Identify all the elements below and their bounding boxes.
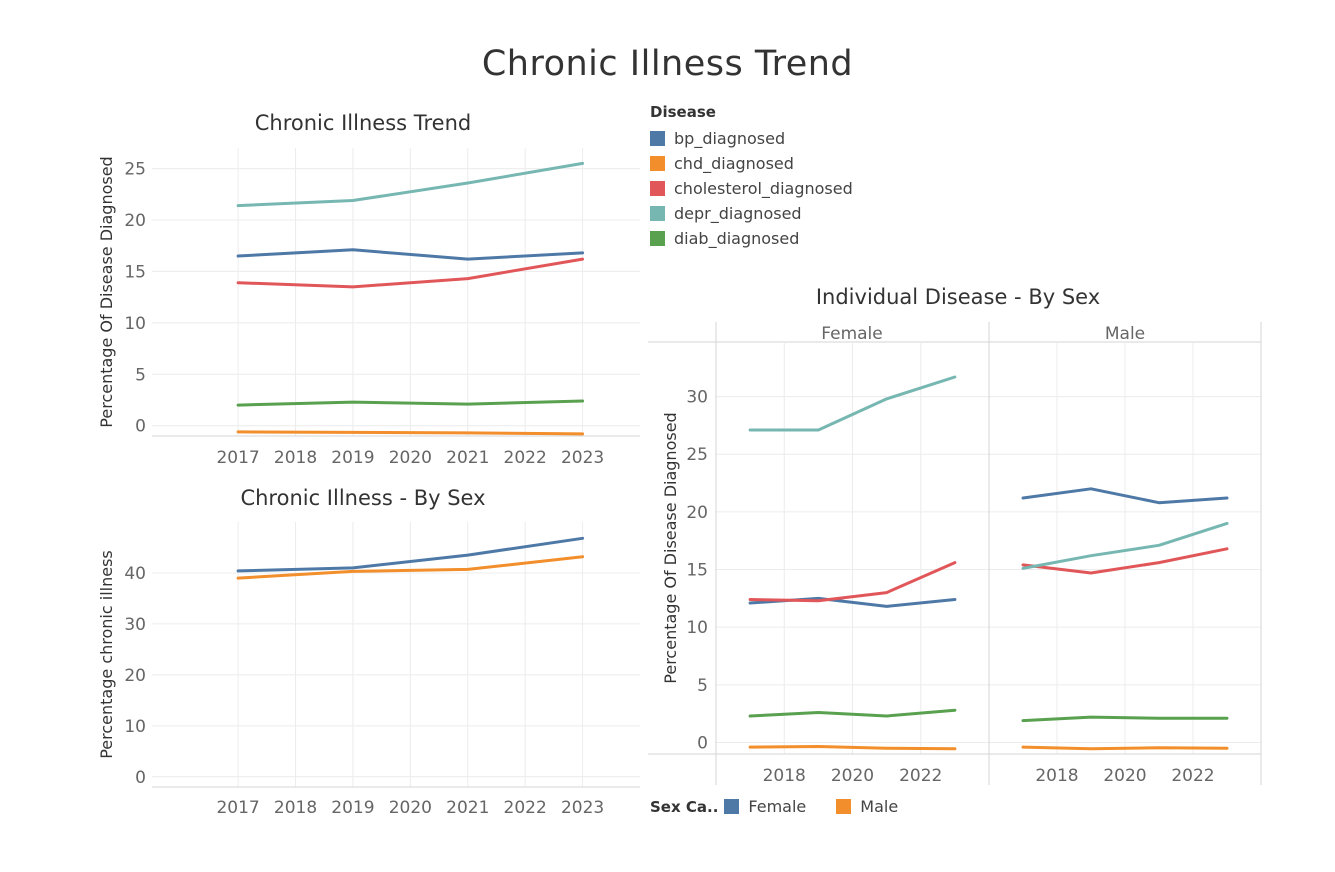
chart-trend: Chronic Illness Trend 0 5 10 15 20 25 2017 2018 2… bbox=[97, 111, 640, 468]
legend-label: diab_diagnosed bbox=[674, 229, 800, 248]
dashboard-title: Chronic Illness Trend bbox=[481, 44, 854, 84]
y-tick-label: 10 bbox=[124, 717, 146, 737]
x-tick-label: 2020 bbox=[831, 766, 874, 786]
series-line-chd_diagnosed-male bbox=[1021, 745, 1229, 751]
y-tick-label: 15 bbox=[686, 561, 708, 581]
y-tick-label: 20 bbox=[124, 666, 146, 686]
y-tick-label: 30 bbox=[124, 615, 146, 635]
series-line-chd_diagnosed bbox=[236, 430, 585, 436]
y-tick-label: 20 bbox=[124, 211, 146, 231]
x-tick-label: 2022 bbox=[504, 798, 547, 818]
series-line-cholesterol_diagnosed-female bbox=[748, 561, 957, 603]
y-tick-label: 40 bbox=[124, 564, 146, 584]
x-tick-label: 2020 bbox=[1103, 766, 1146, 786]
y-tick-label: 25 bbox=[686, 445, 708, 465]
x-tick-label: 2020 bbox=[389, 448, 432, 468]
chart-title: Chronic Illness - By Sex bbox=[240, 486, 485, 510]
sex-legend: Sex Ca.. Female Male bbox=[650, 797, 928, 816]
series-line-cholesterol_diagnosed bbox=[236, 257, 585, 289]
y-axis-label: Percentage Of Disease Diagnosed bbox=[661, 412, 680, 683]
x-tick-label: 2018 bbox=[274, 448, 317, 468]
legend-label: bp_diagnosed bbox=[674, 129, 786, 148]
legend-swatch bbox=[650, 181, 665, 196]
chart-bysex: Chronic Illness - By Sex 0 10 20 30 40 2017 201… bbox=[97, 486, 640, 818]
series-line-diab_diagnosed-female bbox=[748, 708, 957, 718]
y-tick-label: 10 bbox=[124, 314, 146, 334]
x-tick-label: 2018 bbox=[763, 766, 806, 786]
chart-title: Individual Disease - By Sex bbox=[816, 285, 1100, 309]
y-tick-label: 0 bbox=[697, 733, 708, 753]
legend-swatch bbox=[836, 799, 852, 814]
facet-header-male: Male bbox=[1105, 324, 1145, 344]
series-line-depr_diagnosed-male bbox=[1021, 521, 1229, 570]
chart-individual: Individual Disease - By Sex 0 5 10 15 20 25 30 2… bbox=[648, 285, 1262, 786]
series-line-depr_diagnosed-female bbox=[748, 375, 957, 432]
legend-swatch bbox=[650, 156, 665, 171]
y-tick-label: 0 bbox=[135, 417, 146, 437]
series-line-chd_diagnosed-female bbox=[748, 745, 957, 751]
y-tick-label: 25 bbox=[124, 160, 146, 180]
legend-item-chd[interactable]: chd_diagnosed bbox=[650, 151, 853, 176]
x-tick-label: 2020 bbox=[389, 798, 432, 818]
legend-label: Male bbox=[860, 797, 899, 816]
legend-swatch bbox=[650, 131, 665, 146]
legend-item-bp[interactable]: bp_diagnosed bbox=[650, 126, 853, 151]
series-line-Female bbox=[236, 536, 585, 573]
sex-legend-title: Sex Ca.. bbox=[650, 797, 719, 816]
y-tick-label: 15 bbox=[124, 262, 146, 282]
y-tick-label: 0 bbox=[135, 768, 146, 788]
series-line-cholesterol_diagnosed-male bbox=[1021, 547, 1229, 575]
legend-swatch bbox=[650, 231, 665, 246]
y-tick-label: 10 bbox=[686, 618, 708, 638]
legend-label: cholesterol_diagnosed bbox=[674, 179, 853, 198]
y-axis-label: Percentage chronic illness bbox=[97, 550, 116, 759]
x-tick-label: 2017 bbox=[216, 798, 259, 818]
series-line-Male bbox=[236, 555, 585, 580]
disease-legend: Disease bp_diagnosed chd_diagnosed chole… bbox=[650, 103, 853, 251]
y-tick-label: 30 bbox=[686, 388, 708, 408]
x-tick-label: 2017 bbox=[216, 448, 259, 468]
x-tick-label: 2022 bbox=[1171, 766, 1214, 786]
x-tick-label: 2022 bbox=[899, 766, 942, 786]
series-line-diab_diagnosed-male bbox=[1021, 715, 1229, 723]
x-tick-label: 2019 bbox=[331, 798, 374, 818]
y-tick-label: 5 bbox=[697, 676, 708, 696]
x-tick-label: 2018 bbox=[274, 798, 317, 818]
legend-item-depr[interactable]: depr_diagnosed bbox=[650, 201, 853, 226]
chart-title: Chronic Illness Trend bbox=[255, 111, 471, 135]
legend-label: chd_diagnosed bbox=[674, 154, 794, 173]
legend-swatch bbox=[724, 799, 740, 814]
sex-legend-item-male[interactable]: Male bbox=[836, 797, 898, 816]
legend-label: Female bbox=[748, 797, 807, 816]
sex-legend-item-female[interactable]: Female bbox=[724, 797, 806, 816]
disease-legend-title: Disease bbox=[650, 103, 716, 121]
x-tick-label: 2021 bbox=[446, 798, 489, 818]
x-tick-label: 2023 bbox=[561, 798, 604, 818]
x-tick-label: 2018 bbox=[1035, 766, 1078, 786]
facet-header-female: Female bbox=[821, 324, 882, 344]
x-tick-label: 2022 bbox=[504, 448, 547, 468]
y-tick-label: 5 bbox=[135, 365, 146, 385]
legend-item-diab[interactable]: diab_diagnosed bbox=[650, 226, 853, 251]
x-tick-label: 2019 bbox=[331, 448, 374, 468]
legend-item-cholesterol[interactable]: cholesterol_diagnosed bbox=[650, 176, 853, 201]
series-line-bp_diagnosed bbox=[236, 248, 585, 261]
legend-swatch bbox=[650, 206, 665, 221]
series-line-depr_diagnosed bbox=[236, 161, 585, 208]
series-line-bp_diagnosed-male bbox=[1021, 487, 1229, 505]
x-tick-label: 2021 bbox=[446, 448, 489, 468]
series-line-diab_diagnosed bbox=[236, 399, 585, 407]
legend-label: depr_diagnosed bbox=[674, 204, 802, 223]
y-axis-label: Percentage Of Disease Diagnosed bbox=[97, 156, 116, 427]
y-tick-label: 20 bbox=[686, 503, 708, 523]
x-tick-label: 2023 bbox=[561, 448, 604, 468]
